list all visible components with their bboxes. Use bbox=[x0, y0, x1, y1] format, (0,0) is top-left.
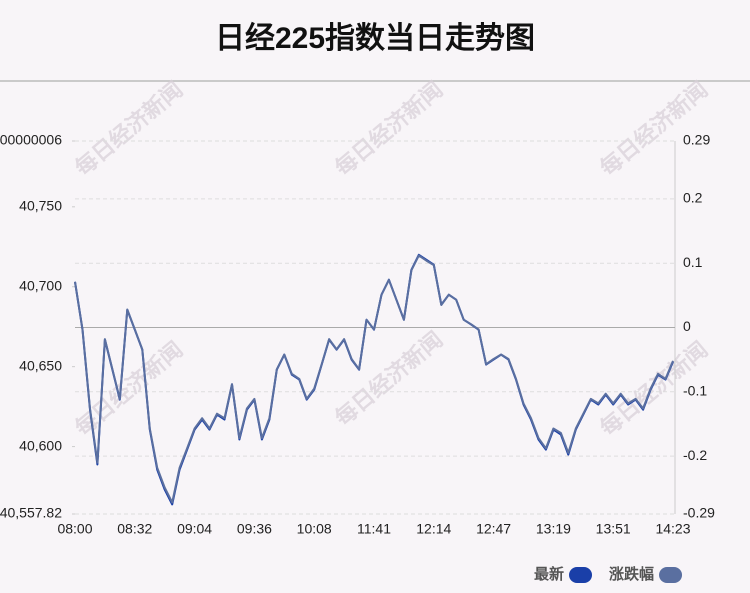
legend-swatch bbox=[659, 567, 683, 583]
legend-label: 涨跌幅 bbox=[609, 565, 654, 583]
y2-tick-label: -0.1 bbox=[683, 383, 707, 399]
legend-swatch bbox=[569, 567, 593, 583]
y-tick-label: 40,650 bbox=[19, 357, 62, 373]
y-tick-label: 40,600 bbox=[19, 437, 62, 453]
x-tick-label: 08:32 bbox=[117, 521, 152, 537]
legend-label: 最新 bbox=[534, 565, 564, 583]
y2-tick-label: 0.1 bbox=[683, 254, 703, 270]
x-tick-label: 14:23 bbox=[655, 521, 690, 537]
x-tick-label: 13:51 bbox=[596, 521, 631, 537]
y2-tick-label: -0.29 bbox=[683, 505, 715, 521]
y2-tick-label: 0 bbox=[683, 318, 691, 334]
x-tick-label: 09:04 bbox=[177, 521, 212, 537]
x-tick-label: 11:41 bbox=[357, 521, 391, 537]
y-tick-label: 40,700 bbox=[19, 277, 62, 293]
x-tick-label: 13:19 bbox=[536, 521, 571, 537]
y-tick-label: 40,557.82 bbox=[0, 505, 62, 521]
y2-tick-label: -0.2 bbox=[683, 447, 707, 463]
x-tick-label: 09:36 bbox=[237, 521, 272, 537]
y-tick-label: 40,750 bbox=[19, 198, 62, 214]
chart-title: 日经225指数当日走势图 bbox=[215, 21, 535, 55]
x-tick-label: 12:47 bbox=[476, 521, 511, 537]
x-tick-label: 10:08 bbox=[297, 521, 332, 537]
y-tick-label: 40,791.1800000006 bbox=[0, 132, 62, 148]
x-tick-label: 08:00 bbox=[57, 521, 92, 537]
x-tick-label: 12:14 bbox=[416, 521, 451, 537]
series-line bbox=[74, 254, 674, 504]
y2-tick-label: 0.2 bbox=[683, 190, 703, 206]
y2-tick-label: 0.29 bbox=[683, 132, 710, 148]
